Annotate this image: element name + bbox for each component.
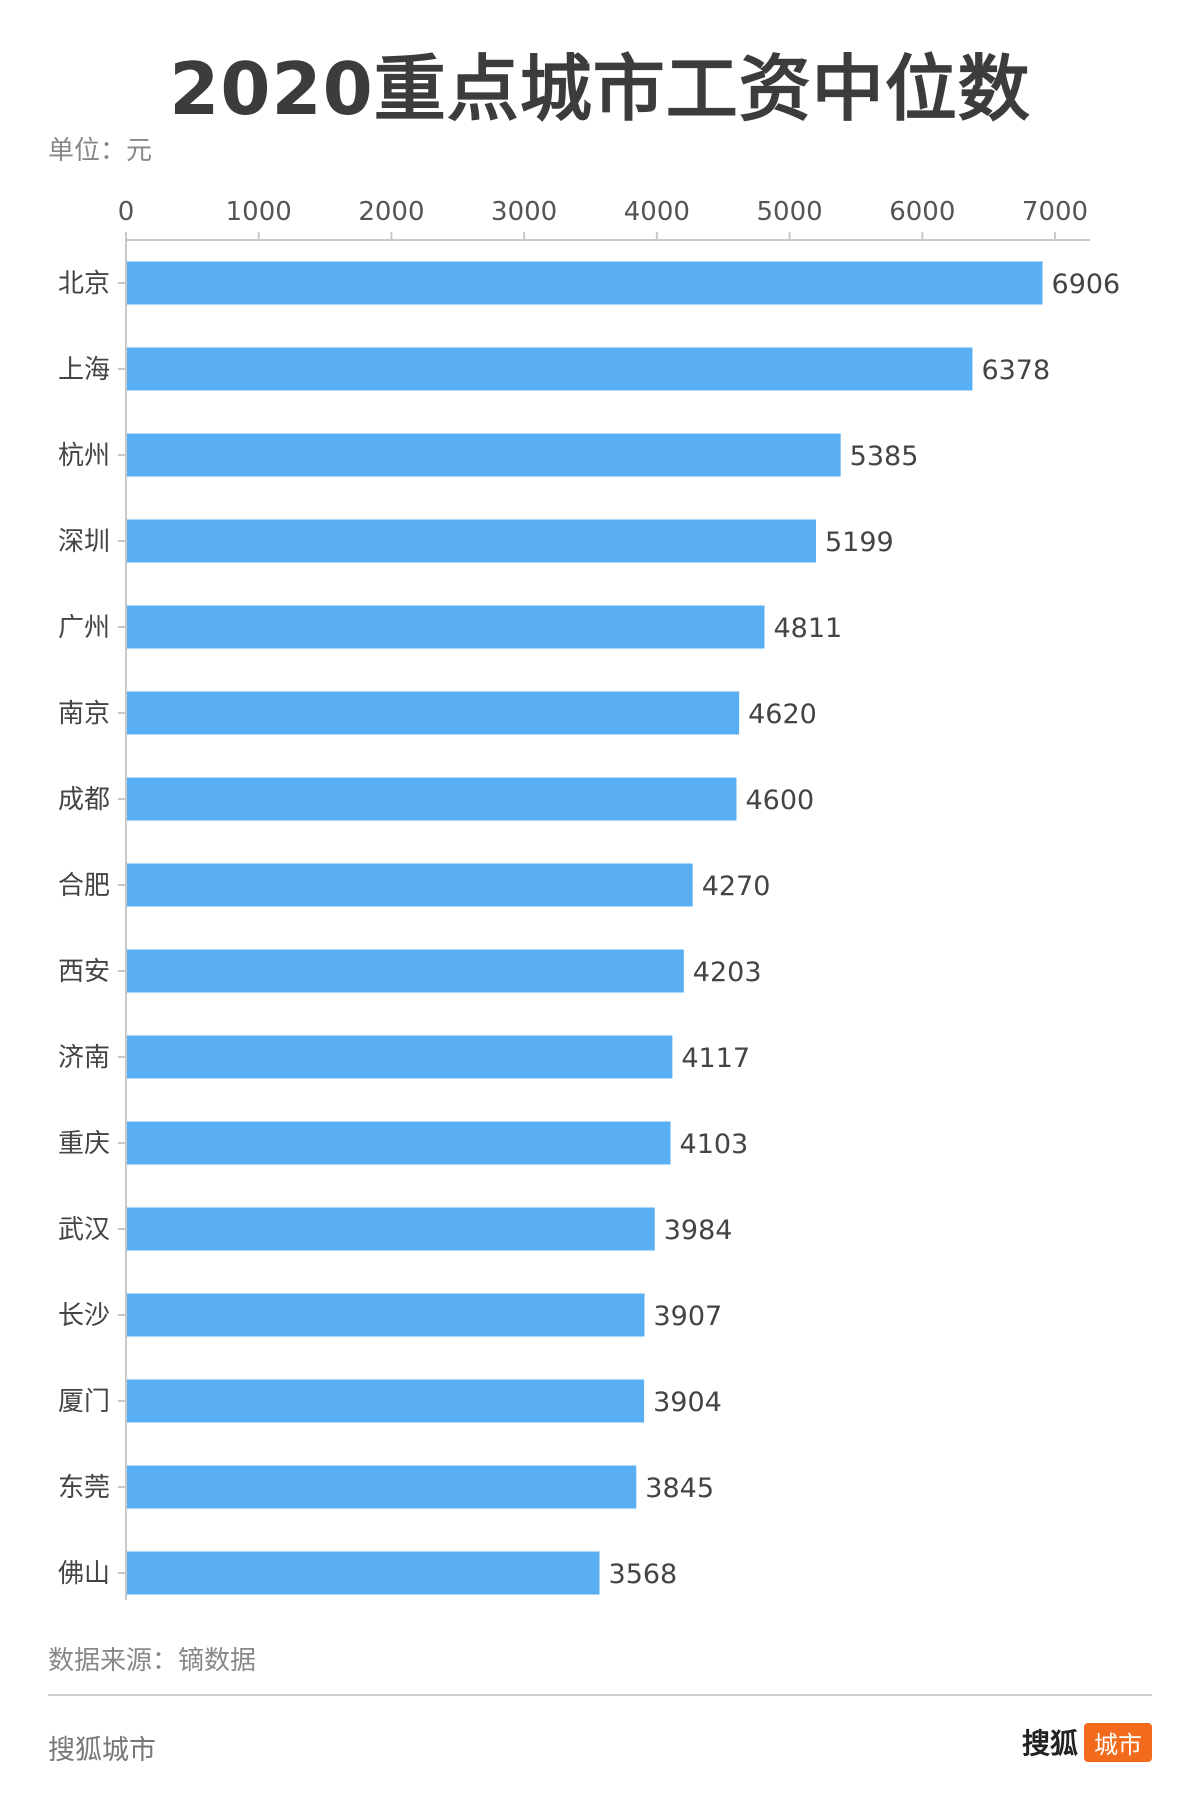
value-label: 4103	[680, 1129, 749, 1160]
x-tick-label: 3000	[491, 197, 557, 227]
footer-logo: 搜狐 城市	[1022, 1722, 1152, 1762]
category-label: 广州	[58, 613, 110, 643]
value-label: 4203	[693, 957, 762, 988]
bar	[127, 1551, 600, 1595]
category-label: 济南	[58, 1043, 110, 1073]
data-source: 数据来源：镝数据	[48, 1646, 257, 1676]
x-tick-label: 4000	[624, 197, 690, 227]
chart-title: 2020重点城市工资中位数	[169, 47, 1031, 131]
value-label: 5199	[825, 527, 894, 558]
x-tick-label: 7000	[1022, 197, 1088, 227]
value-label: 3568	[609, 1559, 678, 1590]
value-label: 4117	[681, 1043, 750, 1074]
category-label: 成都	[58, 785, 110, 815]
x-tick-label: 5000	[756, 197, 822, 227]
bar	[127, 433, 841, 477]
bar	[127, 1207, 655, 1251]
x-tick-label: 2000	[358, 197, 424, 227]
category-label: 佛山	[58, 1559, 110, 1589]
value-label: 4620	[748, 699, 817, 730]
x-tick-label: 0	[118, 197, 135, 227]
value-label: 3984	[664, 1215, 733, 1246]
category-label: 东莞	[58, 1473, 110, 1503]
bar	[127, 1035, 673, 1079]
bar	[127, 519, 816, 563]
bar	[127, 1465, 637, 1509]
value-label: 6906	[1052, 269, 1121, 300]
value-label: 5385	[850, 441, 919, 472]
logo-brand-text: 搜狐	[1021, 1727, 1078, 1760]
category-label: 深圳	[58, 527, 110, 557]
category-label: 重庆	[58, 1129, 110, 1159]
category-label: 长沙	[58, 1301, 110, 1331]
bar	[127, 777, 737, 821]
x-tick-label: 1000	[226, 197, 292, 227]
bar	[127, 605, 765, 649]
bar	[127, 1293, 645, 1337]
bar	[127, 1379, 645, 1423]
value-label: 4811	[773, 613, 842, 644]
category-label: 南京	[58, 699, 110, 729]
bar-chart: 0 1000 2000 3000 4000 5000 6000 7000 北京 6906 上海 637…	[58, 197, 1121, 1600]
value-label: 3904	[653, 1387, 722, 1418]
category-label: 合肥	[58, 871, 110, 901]
bar	[127, 691, 740, 735]
value-label: 3845	[645, 1473, 714, 1504]
value-label: 6378	[981, 355, 1050, 386]
category-label: 武汉	[58, 1215, 110, 1245]
bar	[127, 347, 973, 391]
category-label: 西安	[58, 957, 110, 987]
category-label: 上海	[58, 355, 110, 385]
category-label: 杭州	[58, 441, 110, 471]
value-label: 4600	[745, 785, 814, 816]
x-tick-label: 6000	[889, 197, 955, 227]
bar	[127, 261, 1043, 305]
bar	[127, 1121, 671, 1165]
unit-label: 单位：元	[48, 136, 153, 166]
category-label: 北京	[58, 269, 110, 299]
footer-divider	[48, 1694, 1152, 1696]
bar	[127, 949, 684, 993]
footer-site-name: 搜狐城市	[48, 1735, 156, 1766]
category-label: 厦门	[58, 1387, 110, 1417]
value-label: 4270	[702, 871, 771, 902]
bar	[127, 863, 693, 907]
logo-badge: 城市	[1084, 1722, 1152, 1762]
value-label: 3907	[654, 1301, 723, 1332]
